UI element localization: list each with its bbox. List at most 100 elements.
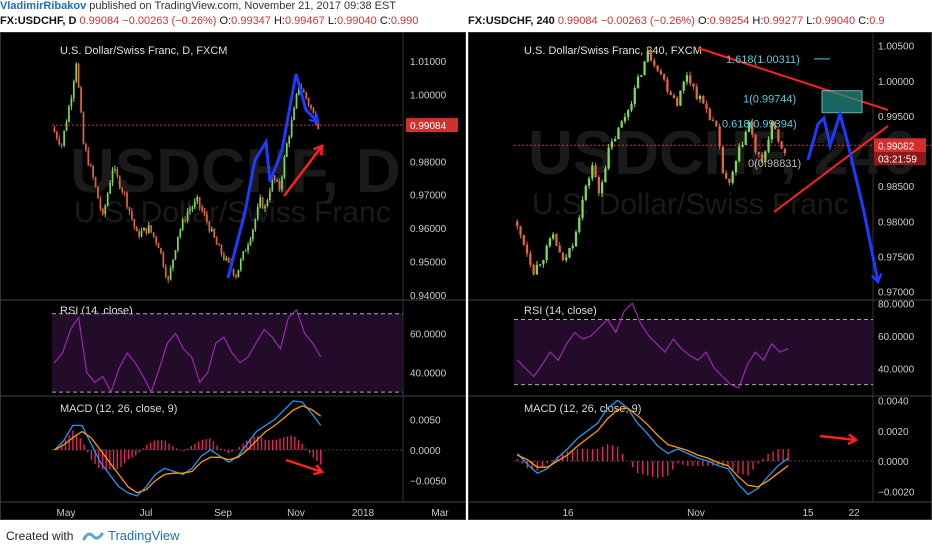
publish-info: published on TradingView.com, November 2… [86,0,397,12]
left-candle-body [131,211,133,220]
left-candle-body [160,248,162,253]
right-red-arrow-macd [819,434,857,442]
right-candle-body [747,122,751,132]
left-y-tick-4: 0.97000 [410,191,447,202]
right-candle-body [646,50,649,62]
right-candle-body [731,171,734,183]
right-candle-body [558,245,561,253]
left-candle-body [254,219,257,230]
left-x-tick-3: Nov [287,508,305,519]
left-candle-body [145,227,148,234]
left-candle-body [181,219,184,230]
left-candle-body [85,144,87,151]
right-blue-forecast-arrow [806,108,880,283]
left-candle-body [261,197,264,209]
right-y-tick-4: 0.98500 [878,182,915,193]
right-chart-panel[interactable]: USDCHF, 240 U.S. Dollar/Swiss Franc U.S. D… [468,32,932,520]
right-candle-body [659,70,663,75]
right-candle-body [718,126,721,147]
right-candle-body [623,116,627,122]
right-fib-label-3: 0(0.98831) [748,158,801,170]
left-candle-body [290,120,293,137]
right-candle-body [685,75,689,82]
right-candle-body [751,122,754,135]
left-candle-body [97,186,99,199]
right-macd-histogram [516,444,789,479]
left-candle-body [101,208,104,215]
right-rsi-tick-2: 40.0000 [878,364,915,375]
right-candle-body [764,151,767,163]
left-chart-title: U.S. Dollar/Swiss Franc, D, FXCM [60,45,227,57]
right-candle-body [591,165,594,179]
left-candle-body [271,175,274,192]
tradingview-brand[interactable]: TradingView [108,528,180,543]
left-candle-body [189,209,191,212]
right-rsi-line [516,302,789,389]
left-candle-body [63,130,65,146]
left-watermark-name: U.S. Dollar/Swiss Franc [74,196,391,229]
right-candle-body [578,217,581,232]
left-candle-body [106,193,109,206]
left-candle-body [128,207,131,212]
author-link[interactable]: VladimirRibakov [0,0,87,12]
tradingview-logo-icon [82,532,104,541]
right-candle-body [610,141,614,148]
left-candle-body [116,169,119,177]
left-candle-body [167,276,170,280]
left-candle-body [138,231,140,237]
left-candle-body [269,191,271,201]
right-price: 0.99084 [557,15,598,27]
left-blue-arrowhead [308,112,320,124]
left-candle-body [193,201,196,208]
left-candle-body [317,123,320,129]
left-candle-body [114,169,116,171]
left-candle-body [169,267,172,280]
left-candle-body [206,214,208,222]
right-y-tick-5: 0.98000 [878,217,915,228]
left-candle-body [53,127,56,133]
right-candle-body [689,75,692,84]
left-candle-body [242,251,245,260]
left-candle-body [92,166,94,178]
left-candle-body [215,237,218,245]
left-candle-body [288,136,291,144]
left-candle-body [177,236,179,251]
right-candle-body [741,144,744,147]
right-candle-body [643,61,646,76]
right-candle-body [519,226,522,236]
left-candle-body [172,259,174,268]
left-candle-body [302,90,305,93]
right-countdown-tag [874,152,926,166]
left-macd-line [53,400,322,497]
right-close-label: C: [858,15,870,27]
left-high: 0.99467 [284,15,325,27]
left-candle-body [223,254,225,260]
left-chart-panel[interactable]: USDCHF, D U.S. Dollar/Swiss Franc U.S. Dol… [0,32,466,520]
right-candle-body [574,231,578,247]
right-candle-body [780,141,783,149]
left-current-price-label: 0.99084 [410,121,447,132]
right-candle-body [721,146,725,174]
left-symbol: FX:USDCHF, D [0,15,77,27]
right-y-tick-2: 0.99500 [878,112,915,123]
left-candle-body [89,165,92,167]
right-macd-line [516,399,789,496]
right-candle-body [535,264,538,275]
left-candle-body [310,105,312,109]
right-candle-body [754,134,757,153]
left-candle-body [227,257,230,262]
right-y-tick-1: 1.00000 [878,77,915,88]
right-close: 0.9 [869,15,885,27]
right-rsi-tick-0: 80.0000 [878,299,915,310]
left-panel-border [0,32,466,520]
right-candle-body [738,146,741,162]
left-candle-body [196,197,199,202]
left-candle-body [70,98,73,107]
right-candle-body [633,88,636,104]
left-candle-body [94,177,97,187]
right-y-tick-7: 0.97000 [878,288,915,299]
right-high-label: H: [752,15,764,27]
right-candle-body [594,165,597,178]
